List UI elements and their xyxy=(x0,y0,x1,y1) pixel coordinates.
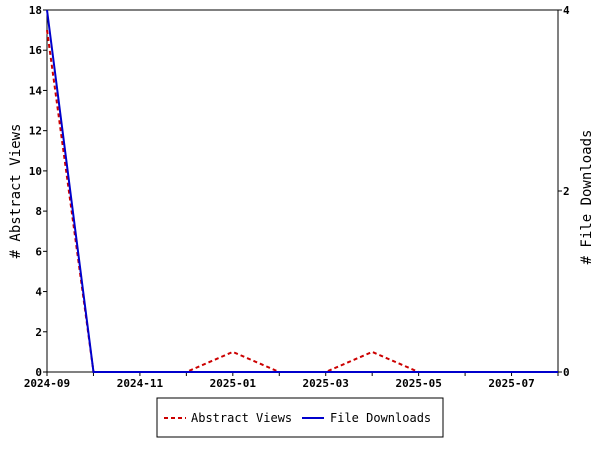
y-axis-title-right: # File Downloads xyxy=(579,130,595,265)
y-left-tick-label: 6 xyxy=(35,245,42,258)
series-line-file-downloads xyxy=(46,9,558,373)
plot-area: 0 2 4 6 8 10 12 14 16 18 0 2 4 2024-09 2024-11 2025-01 2… xyxy=(24,4,570,390)
legend: Abstract Views File Downloads xyxy=(156,397,444,438)
plot-frame xyxy=(46,9,559,373)
y-left-tick-label: 0 xyxy=(35,366,42,379)
legend-label-abstract-views: Abstract Views xyxy=(191,411,292,425)
y-left-tick-label: 10 xyxy=(29,165,42,178)
y-left-tick-label: 18 xyxy=(29,4,42,17)
x-tick-label: 2025-03 xyxy=(303,377,349,390)
x-tick-label: 2025-01 xyxy=(210,377,257,390)
y-left-tick-label: 12 xyxy=(29,125,42,138)
y-left-tick-label: 8 xyxy=(35,205,42,218)
x-tick-label: 2024-09 xyxy=(24,377,70,390)
y-left-tick-label: 16 xyxy=(29,44,43,57)
x-tick-label: 2024-11 xyxy=(117,377,164,390)
y-right-tick-label: 4 xyxy=(563,4,570,17)
y-right-tick-label: 0 xyxy=(563,366,570,379)
y-left-tick-label: 2 xyxy=(35,326,42,339)
legend-box xyxy=(156,397,444,438)
y-left-tick-label: 4 xyxy=(35,286,42,299)
legend-label-file-downloads: File Downloads xyxy=(330,411,431,425)
y-right-tick-label: 2 xyxy=(563,185,570,198)
y-axis-title-left: # Abstract Views xyxy=(8,124,24,259)
x-tick-label: 2025-07 xyxy=(488,377,534,390)
series-line-abstract-views xyxy=(46,29,558,373)
x-tick-label: 2025-05 xyxy=(395,377,441,390)
y-left-tick-label: 14 xyxy=(29,84,43,97)
